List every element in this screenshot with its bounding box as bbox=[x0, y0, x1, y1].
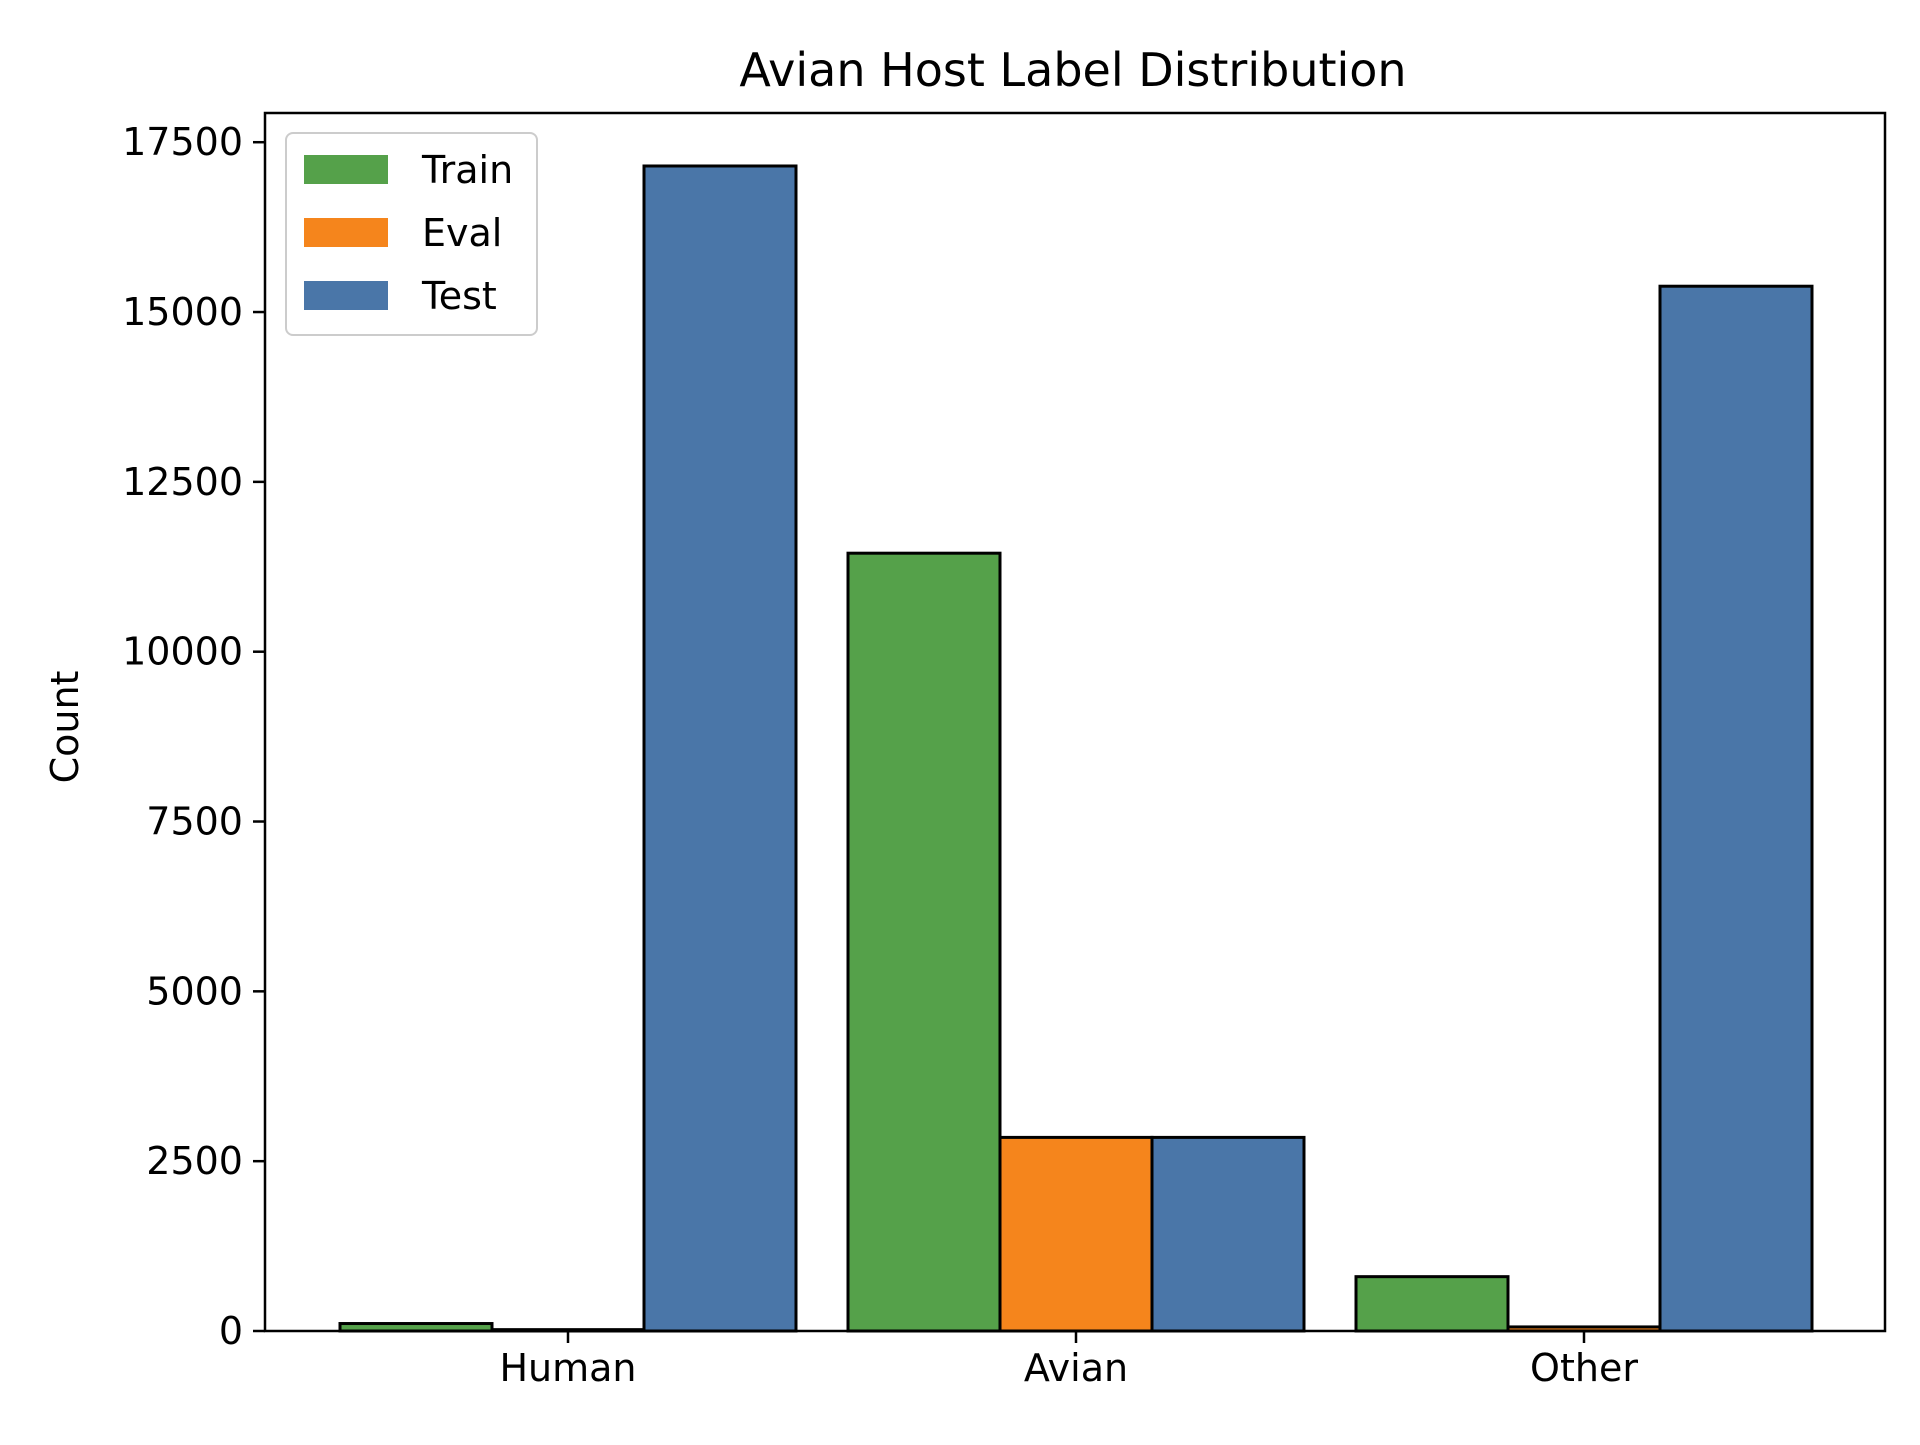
legend-swatch-eval bbox=[304, 218, 388, 247]
bar-train-avian bbox=[846, 551, 1002, 1333]
x-tick-label: Avian bbox=[1024, 1346, 1128, 1390]
legend-label-train: Train bbox=[421, 148, 513, 192]
x-tick-label: Human bbox=[499, 1346, 636, 1390]
chart-title: Avian Host Label Distribution bbox=[739, 43, 1406, 97]
bars-layer bbox=[338, 164, 1814, 1333]
y-tick-label: 2500 bbox=[146, 1139, 243, 1183]
y-tick-label: 0 bbox=[219, 1309, 243, 1353]
y-tick-label: 5000 bbox=[146, 969, 243, 1013]
legend-label-test: Test bbox=[421, 274, 497, 318]
y-tick-label: 10000 bbox=[122, 630, 243, 674]
x-tick-label: Other bbox=[1530, 1346, 1638, 1390]
bar-test-human bbox=[642, 164, 798, 1333]
bar-train-other bbox=[1354, 1275, 1510, 1333]
ticks-layer: 0 2500 5000 7500 10000 12500 15000 17500 Human Av… bbox=[122, 120, 1638, 1390]
y-axis-label: Count bbox=[43, 671, 87, 784]
legend-swatch-test bbox=[304, 281, 388, 310]
y-tick-label: 12500 bbox=[122, 460, 243, 504]
bar-test-other bbox=[1658, 284, 1814, 1333]
y-tick-label: 17500 bbox=[122, 120, 243, 164]
legend-swatch-train bbox=[304, 155, 388, 184]
bar-eval-avian bbox=[998, 1135, 1154, 1333]
legend: Train Eval Test bbox=[285, 132, 538, 336]
y-tick-label: 7500 bbox=[146, 800, 243, 844]
legend-label-eval: Eval bbox=[422, 211, 502, 255]
y-tick-label: 15000 bbox=[122, 290, 243, 334]
bar-test-avian bbox=[1150, 1135, 1306, 1333]
plot-frame bbox=[263, 111, 1887, 1333]
